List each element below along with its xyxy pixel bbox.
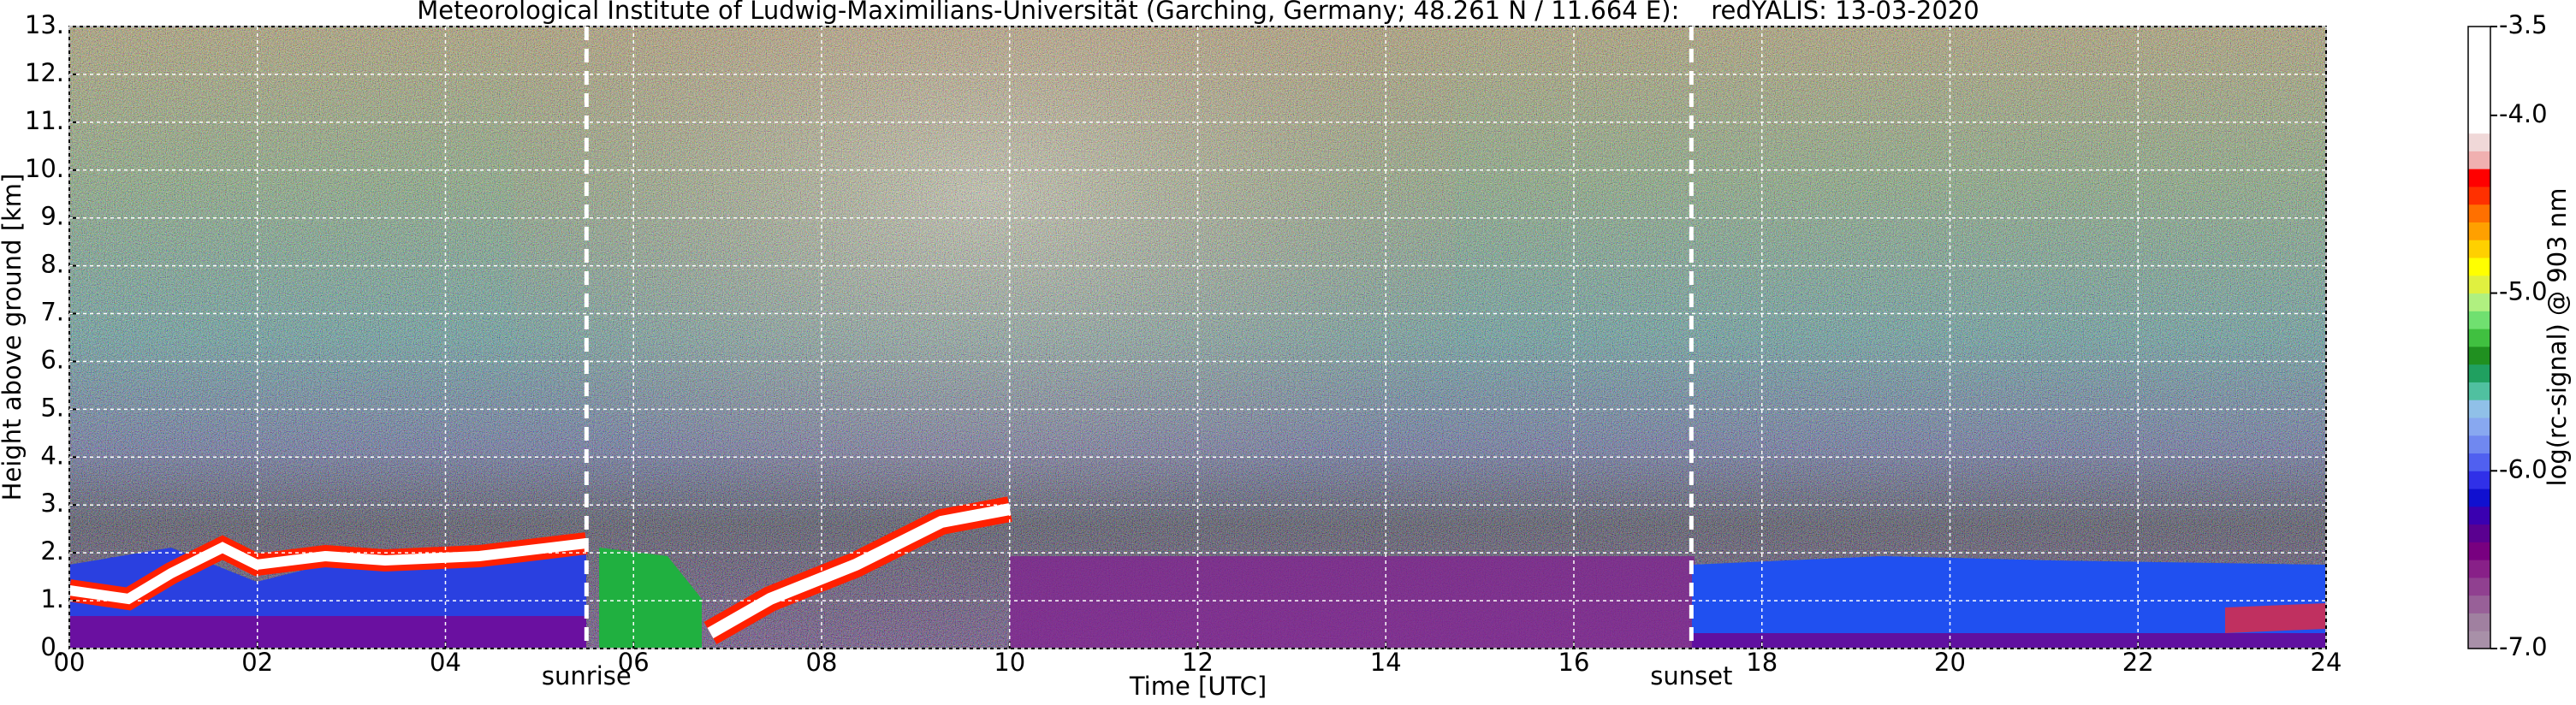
y-tick-label: 1. xyxy=(40,584,64,613)
x-tick-label: 20 xyxy=(1934,648,1966,677)
colorbar-label: log(rc-signal) @ 903 nm xyxy=(2543,188,2572,487)
colorbar-swatch xyxy=(2468,115,2490,134)
colorbar-tick-label: -6.0 xyxy=(2499,454,2548,483)
colorbar-swatch xyxy=(2468,133,2490,151)
y-tick-label: 0. xyxy=(40,632,64,661)
colorbar-swatch xyxy=(2468,506,2490,525)
y-tick-label: 13. xyxy=(25,10,64,39)
y-tick-label: 8. xyxy=(40,250,64,279)
x-tick-label: 22 xyxy=(2122,648,2154,677)
y-tick-label: 10. xyxy=(25,154,64,183)
colorbar-swatch xyxy=(2468,346,2490,365)
y-tick-label: 4. xyxy=(40,441,64,470)
colorbar-swatch xyxy=(2468,311,2490,329)
x-tick-label: 10 xyxy=(994,648,1025,677)
x-tick-label: 18 xyxy=(1746,648,1778,677)
y-tick-label: 12. xyxy=(25,58,64,87)
x-tick-label: 12 xyxy=(1182,648,1214,677)
colorbar-swatch xyxy=(2468,435,2490,454)
colorbar-swatch xyxy=(2468,204,2490,222)
x-tick-label: 14 xyxy=(1370,648,1402,677)
colorbar-swatch xyxy=(2468,293,2490,311)
x-tick-label: 24 xyxy=(2311,648,2342,677)
colorbar-swatch xyxy=(2468,382,2490,400)
colorbar-swatch xyxy=(2468,524,2490,542)
x-tick-label: 16 xyxy=(1558,648,1590,677)
colorbar-swatch xyxy=(2468,400,2490,418)
x-tick-label: 00 xyxy=(54,648,86,677)
colorbar-swatch xyxy=(2468,275,2490,294)
y-tick-label: 11. xyxy=(25,106,64,135)
colorbar-swatch xyxy=(2468,186,2490,205)
colorbar-tick-label: -5.0 xyxy=(2499,277,2548,306)
colorbar-swatch xyxy=(2468,489,2490,507)
y-tick-label: 9. xyxy=(40,202,64,231)
colorbar-swatch xyxy=(2468,240,2490,258)
y-tick-label: 3. xyxy=(40,489,64,518)
colorbar-tick-label: -4.0 xyxy=(2499,99,2548,128)
colorbar-swatch xyxy=(2468,631,2490,649)
colorbar-swatch xyxy=(2468,44,2490,63)
colorbar-swatch xyxy=(2468,258,2490,276)
chart-title: Meteorological Institute of Ludwig-Maxim… xyxy=(417,0,1979,25)
colorbar-tick-label: -7.0 xyxy=(2499,632,2548,661)
colorbar-swatch xyxy=(2468,151,2490,169)
y-tick-label: 6. xyxy=(40,345,64,374)
x-tick-label: 04 xyxy=(430,648,461,677)
colorbar-swatch xyxy=(2468,27,2490,45)
colorbar-swatch xyxy=(2468,577,2490,596)
colorbar-swatch xyxy=(2468,542,2490,560)
x-tick-label: 06 xyxy=(618,648,650,677)
x-tick-label: 08 xyxy=(806,648,838,677)
colorbar-swatch xyxy=(2468,417,2490,436)
y-tick-label: 5. xyxy=(40,393,64,422)
y-tick-label: 7. xyxy=(40,298,64,327)
colorbar-tick-label: -3.5 xyxy=(2499,10,2548,39)
x-axis-label: Time [UTC] xyxy=(1129,672,1267,701)
colorbar-swatch xyxy=(2468,169,2490,187)
annotation-label: sunrise xyxy=(542,661,632,690)
colorbar-swatch xyxy=(2468,62,2490,80)
colorbar-swatch xyxy=(2468,560,2490,578)
colorbar-swatch xyxy=(2468,222,2490,240)
colorbar-swatch xyxy=(2468,453,2490,471)
colorbar-swatch xyxy=(2468,613,2490,631)
colorbar-swatch xyxy=(2468,80,2490,98)
colorbar-frame xyxy=(2467,26,2491,649)
y-axis-label: Height above ground [km] xyxy=(0,174,27,501)
colorbar-swatch xyxy=(2468,595,2490,613)
colorbar-swatch xyxy=(2468,329,2490,347)
x-tick-label: 02 xyxy=(241,648,273,677)
colorbar-swatch xyxy=(2468,471,2490,489)
colorbar-swatch xyxy=(2468,98,2490,116)
colorbar-swatch xyxy=(2468,364,2490,382)
annotation-label: sunset xyxy=(1650,661,1732,690)
y-tick-label: 2. xyxy=(40,536,64,566)
